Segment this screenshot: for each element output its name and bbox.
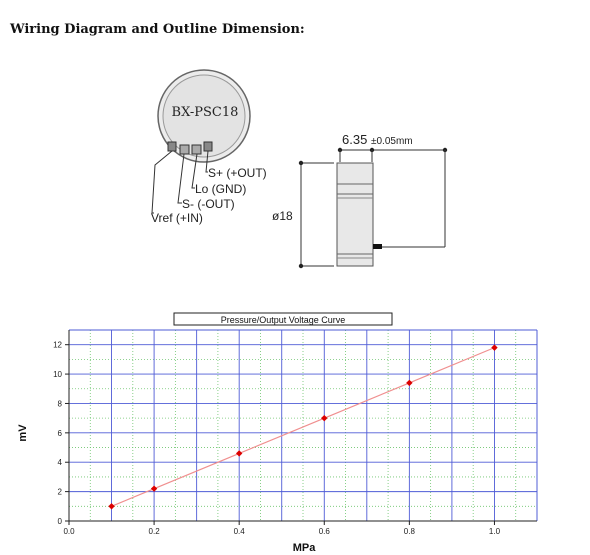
x-tick-label: 1.0: [489, 527, 501, 536]
length-value: 6.35: [342, 132, 367, 147]
chart-series: [108, 344, 498, 510]
data-point: [108, 503, 115, 510]
data-point: [406, 379, 413, 387]
wire-leaders: [151, 150, 209, 214]
chart-ticks: 0.0 0.2 0.4 0.6 0.8 1.0 0 2 4 6 8 10 12: [53, 341, 500, 536]
x-tick-label: 0.6: [319, 527, 331, 536]
chart-axes: [68, 330, 537, 522]
pin-label-lo: Lo (GND): [195, 182, 246, 196]
chart-title: Pressure/Output Voltage Curve: [221, 315, 346, 325]
y-tick-label: 4: [58, 458, 63, 467]
pin-label-vref: Vref (+IN): [151, 211, 203, 225]
pressure-voltage-chart: Pressure/Output Voltage Curve mV MPa 0.0…: [17, 312, 538, 554]
page-title: Wiring Diagram and Outline Dimension:: [10, 22, 305, 37]
sensor-side-view: [336, 162, 374, 267]
pad-vref: [167, 141, 177, 152]
y-tick-label: 0: [58, 517, 63, 526]
y-tick-label: 6: [58, 429, 63, 438]
length-tolerance: ±0.05mm: [371, 136, 413, 147]
data-point: [491, 344, 498, 351]
pin-label-s-minus: S- (-OUT): [182, 197, 235, 211]
side-pin: [373, 244, 382, 249]
pad-s-plus: [203, 141, 213, 152]
y-tick-label: 2: [58, 488, 63, 497]
chart-grid: [69, 329, 538, 521]
x-tick-label: 0.4: [234, 527, 246, 536]
sensor-face: [162, 74, 246, 158]
data-point: [321, 414, 328, 422]
x-tick-label: 0.8: [404, 527, 416, 536]
x-axis-label: MPa: [293, 542, 317, 554]
pad-lo: [191, 144, 202, 155]
outline-drawing: [298, 147, 448, 269]
x-tick-label: 0.0: [63, 527, 75, 536]
dim-dot-5: [298, 263, 304, 269]
chart-title-box: [173, 312, 393, 326]
data-point: [235, 450, 243, 457]
series-line: [111, 347, 495, 507]
wiring-diagram: BX-PSC18 S+ (+OUT) Lo (GND) S- (-OUT) Vr…: [151, 69, 448, 269]
dim-dot-4: [298, 160, 304, 166]
y-tick-label: 12: [53, 341, 62, 350]
pin-label-s-plus: S+ (+OUT): [208, 166, 267, 180]
pad-s-minus: [179, 144, 190, 155]
x-tick-label: 0.2: [149, 527, 161, 536]
diameter-label: ø18: [272, 209, 293, 223]
y-tick-label: 10: [53, 370, 62, 379]
y-axis-label: mV: [17, 424, 29, 442]
y-tick-label: 8: [58, 399, 63, 408]
data-point: [150, 485, 158, 492]
sensor-model-label: BX-PSC18: [172, 105, 239, 120]
